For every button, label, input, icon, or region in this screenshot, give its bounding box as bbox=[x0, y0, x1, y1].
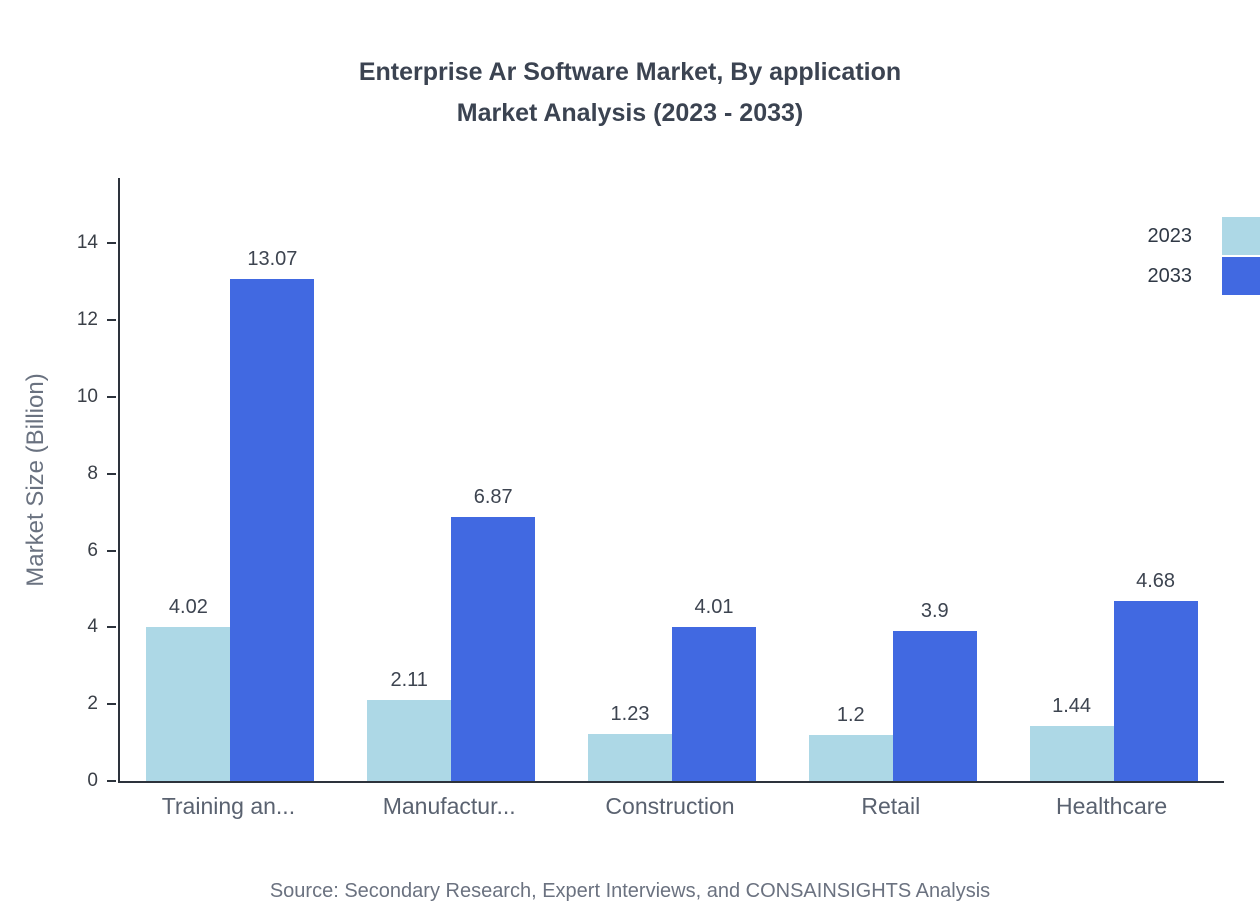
x-tick-label: Manufactur... bbox=[382, 793, 516, 819]
bar-2033: 6.87 bbox=[451, 486, 536, 781]
y-tick-mark bbox=[107, 242, 116, 245]
bar-group: 1.44 4.68 bbox=[1029, 570, 1198, 781]
bar-value-label: 1.2 bbox=[836, 703, 865, 726]
bar-value-label: 13.07 bbox=[247, 248, 298, 271]
y-tick-label: 6 bbox=[87, 539, 98, 561]
x-tick-label: Training an... bbox=[161, 793, 296, 819]
bar-2033: 13.07 bbox=[230, 248, 315, 781]
y-tick-label: 10 bbox=[76, 385, 98, 407]
y-tick-label: 14 bbox=[76, 232, 98, 254]
bar-2023: 1.44 bbox=[1029, 695, 1114, 781]
bar-2023: 1.23 bbox=[587, 703, 672, 781]
y-tick-mark bbox=[107, 703, 116, 706]
bar-value-label: 4.01 bbox=[694, 596, 734, 618]
legend-item: 2033 bbox=[1148, 257, 1260, 295]
y-tick-label: 2 bbox=[87, 693, 98, 715]
plot-area: 4.02 13.07 2.11 6.87 1.23 4.01 1.2 3.9 1.44 4.68 … bbox=[77, 178, 1224, 791]
bars-container: 4.02 13.07 2.11 6.87 1.23 4.01 1.2 3.9 1.44 4.68 bbox=[120, 178, 1224, 781]
chart-title-line1: Enterprise Ar Software Market, By applic… bbox=[358, 58, 902, 86]
legend-label: 2033 bbox=[1147, 264, 1193, 287]
bar-group: 4.02 13.07 bbox=[146, 248, 315, 781]
bar-value-label: 1.44 bbox=[1052, 694, 1092, 717]
y-tick-mark bbox=[107, 549, 116, 552]
chart-title-line2: Market Analysis (2023 - 2033) bbox=[456, 99, 804, 127]
bar-2023: 2.11 bbox=[367, 669, 452, 781]
y-tick-mark bbox=[107, 626, 116, 629]
x-tick-label: Retail bbox=[861, 793, 921, 819]
bar-group: 1.2 3.9 bbox=[808, 600, 977, 781]
bar-value-label: 4.68 bbox=[1136, 570, 1176, 593]
y-tick-mark bbox=[107, 780, 116, 782]
bar-value-label: 1.23 bbox=[610, 702, 650, 725]
legend-item: 2023 bbox=[1148, 217, 1260, 255]
legend-swatch bbox=[1222, 217, 1260, 255]
bar-group: 1.23 4.01 bbox=[587, 596, 756, 781]
y-tick-mark bbox=[107, 319, 116, 322]
chart-title: Enterprise Ar Software Market, By applic… bbox=[0, 52, 1260, 134]
x-tick-label: Construction bbox=[605, 793, 735, 819]
bar-2033: 3.9 bbox=[892, 600, 977, 781]
bar-value-label: 2.11 bbox=[390, 668, 428, 691]
y-tick-mark bbox=[107, 395, 116, 398]
x-tick-label: Healthcare bbox=[1055, 793, 1168, 819]
source-note: Source: Secondary Research, Expert Inter… bbox=[269, 880, 991, 902]
y-tick-label: 4 bbox=[87, 616, 98, 638]
x-axis-labels: Training an... Manufactur... Construction R… bbox=[118, 793, 1222, 820]
bar-group: 2.11 6.87 bbox=[367, 486, 536, 781]
bar-value-label: 6.87 bbox=[473, 486, 513, 509]
bar-2033: 4.01 bbox=[671, 596, 756, 781]
legend: 2023 2033 bbox=[1148, 217, 1260, 295]
bar-value-label: 4.02 bbox=[168, 595, 208, 618]
y-tick-label: 0 bbox=[87, 770, 98, 791]
y-tick-mark bbox=[107, 472, 116, 475]
y-axis-label: Market Size (Billion) bbox=[22, 373, 49, 587]
bar-2033: 4.68 bbox=[1113, 570, 1198, 781]
legend-label: 2023 bbox=[1147, 224, 1193, 247]
bar-2023: 1.2 bbox=[808, 704, 893, 781]
y-tick-label: 12 bbox=[76, 309, 98, 331]
bar-2023: 4.02 bbox=[146, 596, 231, 781]
legend-swatch bbox=[1222, 257, 1260, 295]
y-tick-label: 8 bbox=[87, 462, 98, 484]
bar-value-label: 3.9 bbox=[920, 600, 949, 623]
